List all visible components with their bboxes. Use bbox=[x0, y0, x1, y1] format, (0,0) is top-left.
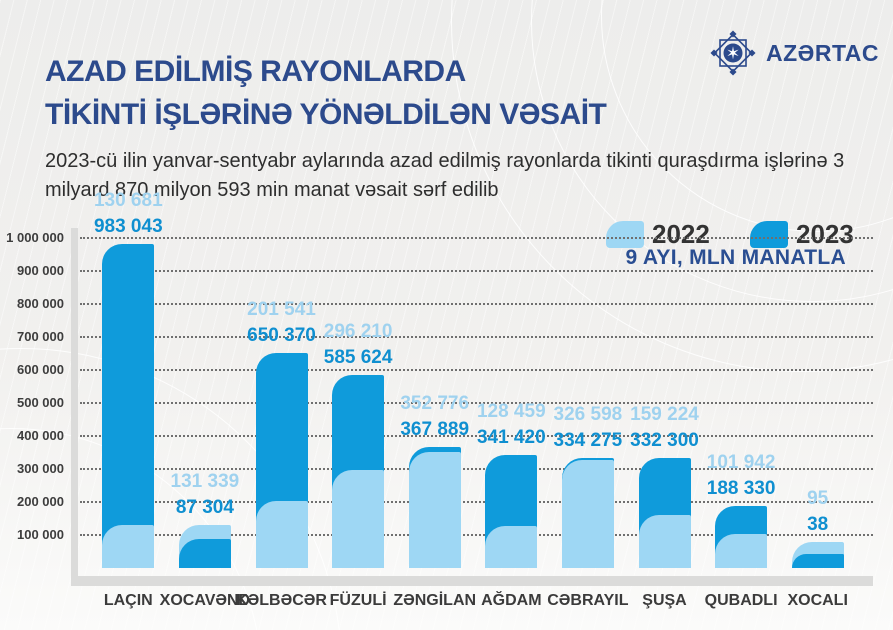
azertac-brand: ✶ AZƏRTAC bbox=[710, 30, 879, 76]
x-axis-line bbox=[71, 576, 873, 586]
value-2022-c-brayil: 326 598 bbox=[553, 404, 623, 425]
bar-2022-qubadli bbox=[715, 534, 768, 568]
value-2022-qubadli: 101 942 bbox=[706, 452, 776, 473]
bar-2022-a-dam bbox=[485, 526, 538, 568]
bar-2022-k-lb-c-r bbox=[255, 501, 308, 568]
value-labels-xocav-nd: 131 339 87 304 bbox=[140, 469, 270, 521]
bar-2022-c-brayil bbox=[561, 460, 614, 568]
value-labels-z-ngi-lan: 352 776 367 889 bbox=[370, 391, 500, 443]
azertac-logo-icon: ✶ bbox=[710, 30, 756, 76]
category-label-xocav-nd: XOCAVƏND bbox=[159, 592, 251, 609]
legend-item-2022: 2022 bbox=[606, 221, 710, 248]
value-2023-qubadli: 188 330 bbox=[706, 478, 776, 499]
category-label-a-dam: AĞDAM bbox=[481, 592, 542, 609]
gridline-600000 bbox=[80, 369, 873, 371]
gridline-800000 bbox=[80, 303, 873, 305]
gridline-900000 bbox=[80, 270, 873, 272]
bar-2023-la-in bbox=[102, 244, 155, 568]
category-label-f-zuli-: FÜZULİ bbox=[329, 592, 387, 609]
value-labels-k-lb-c-r: 201 541 650 370 bbox=[217, 297, 347, 349]
legend-label-2022: 2022 bbox=[652, 219, 710, 249]
legend-swatch-2022 bbox=[606, 221, 644, 248]
title-line-2: TİKİNTİ İŞLƏRİNƏ YÖNƏLDİLƏN VƏSAİT bbox=[45, 98, 607, 132]
value-labels-xocali: 95 38 bbox=[753, 486, 883, 538]
value-labels--u-a: 159 224 332 300 bbox=[600, 402, 730, 454]
category-label-xocali: XOCALI bbox=[787, 592, 848, 609]
value-labels-c-brayil: 326 598 334 275 bbox=[523, 402, 653, 454]
y-axis-tick-label: 1 000 000 bbox=[6, 230, 64, 245]
value-2023-a-dam: 341 420 bbox=[476, 427, 546, 448]
bar-2022-f-zuli- bbox=[332, 470, 385, 568]
y-axis-tick-label: 700 000 bbox=[17, 329, 64, 344]
value-2022-z-ngi-lan: 352 776 bbox=[400, 393, 470, 414]
brand-name: AZƏRTAC bbox=[766, 39, 880, 66]
y-axis-tick-label: 600 000 bbox=[17, 362, 64, 377]
y-axis-tick-label: 900 000 bbox=[17, 263, 64, 278]
gridline-1000000 bbox=[80, 237, 873, 239]
value-2022-f-zuli-: 296 210 bbox=[323, 321, 393, 342]
category-label-la-in: LAÇIN bbox=[103, 592, 153, 609]
category-label-qubadli: QUBADLI bbox=[704, 592, 778, 609]
value-2023-f-zuli-: 585 624 bbox=[323, 347, 393, 368]
category-label--u-a: ŞUŞA bbox=[642, 592, 687, 609]
legend-unit-note: 9 AYI, MLN MANATLA bbox=[625, 246, 846, 269]
gridline-400000 bbox=[80, 435, 873, 437]
legend-swatch-2023 bbox=[750, 221, 788, 248]
gridline-700000 bbox=[80, 336, 873, 338]
category-label-z-ngi-lan: ZƏNGİLAN bbox=[393, 592, 477, 609]
value-2023--u-a: 332 300 bbox=[630, 430, 699, 451]
value-labels-la-in: 130 681 983 043 bbox=[63, 188, 193, 240]
value-2023-xocav-nd: 87 304 bbox=[175, 497, 234, 518]
bar-2023-xocav-nd bbox=[178, 539, 231, 568]
title-line-1: AZAD EDİLMİŞ RAYONLARDA bbox=[45, 55, 466, 89]
category-label-c-brayil: CƏBRAYIL bbox=[547, 592, 629, 609]
legend-item-2023: 2023 bbox=[750, 221, 854, 248]
y-axis-tick-label: 500 000 bbox=[17, 395, 64, 410]
bar-2022-la-in bbox=[102, 525, 155, 568]
y-axis-line bbox=[71, 228, 78, 586]
y-axis-tick-label: 400 000 bbox=[17, 428, 64, 443]
value-2023-c-brayil: 334 275 bbox=[553, 430, 623, 451]
value-2023-z-ngi-lan: 367 889 bbox=[400, 419, 470, 440]
value-2023-xocali: 38 bbox=[807, 514, 829, 535]
svg-text:✶: ✶ bbox=[726, 44, 740, 63]
value-2023-la-in: 983 043 bbox=[93, 216, 163, 237]
legend-label-2023: 2023 bbox=[796, 219, 854, 249]
value-2022-la-in: 130 681 bbox=[93, 190, 163, 211]
value-labels-f-zuli-: 296 210 585 624 bbox=[293, 319, 423, 371]
category-label-k-lb-c-r: KƏLBƏCƏR bbox=[236, 592, 327, 609]
value-labels-a-dam: 128 459 341 420 bbox=[446, 399, 576, 451]
gridline-300000 bbox=[80, 468, 873, 470]
value-2022-k-lb-c-r: 201 541 bbox=[247, 299, 316, 320]
y-axis-tick-label: 200 000 bbox=[17, 494, 64, 509]
value-2022-a-dam: 128 459 bbox=[476, 401, 546, 422]
gridline-500000 bbox=[80, 402, 873, 404]
value-labels-qubadli: 101 942 188 330 bbox=[676, 450, 806, 502]
chart-subtitle: 2023-cü ilin yanvar-sentyabr aylarında a… bbox=[45, 150, 845, 201]
value-2022-xocav-nd: 131 339 bbox=[170, 471, 240, 492]
y-axis-tick-label: 300 000 bbox=[17, 461, 64, 476]
value-2022-xocali: 95 bbox=[807, 488, 829, 509]
value-2023-k-lb-c-r: 650 370 bbox=[247, 325, 316, 346]
bar-2022--u-a bbox=[638, 515, 691, 568]
gridline-200000 bbox=[80, 501, 873, 503]
bar-2022-z-ngi-lan bbox=[408, 452, 461, 568]
value-2022--u-a: 159 224 bbox=[630, 404, 699, 425]
y-axis-tick-label: 800 000 bbox=[17, 296, 64, 311]
y-axis-tick-label: 100 000 bbox=[17, 527, 64, 542]
gridline-100000 bbox=[80, 534, 873, 536]
page-title: AZAD EDİLMİŞ RAYONLARDA TİKİNTİ İŞLƏRİNƏ… bbox=[45, 50, 685, 136]
bar-2023-xocali bbox=[791, 554, 844, 568]
